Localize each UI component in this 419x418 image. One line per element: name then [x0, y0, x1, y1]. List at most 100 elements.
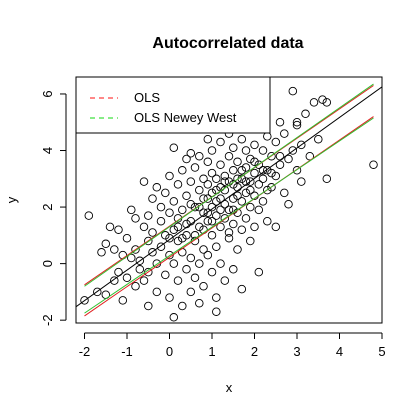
data-point	[220, 177, 230, 186]
data-point	[186, 199, 196, 209]
band-line-upper	[84, 83, 374, 287]
data-point	[80, 296, 89, 305]
data-point	[212, 174, 221, 184]
data-point	[237, 134, 247, 144]
chart-title: Autocorrelated data	[152, 35, 303, 52]
data-point	[161, 270, 170, 280]
data-point	[97, 248, 106, 257]
data-point	[263, 166, 272, 175]
data-point	[322, 98, 332, 107]
y-tick-label: 2	[40, 203, 55, 210]
data-point	[190, 163, 200, 172]
data-point	[173, 276, 183, 285]
data-point	[207, 202, 217, 212]
data-point	[186, 287, 196, 297]
data-point	[284, 154, 293, 164]
data-point	[246, 202, 255, 212]
data-point	[173, 222, 183, 232]
data-point	[186, 253, 196, 263]
data-point	[241, 188, 251, 198]
data-point	[195, 202, 204, 212]
legend-box	[75, 76, 271, 134]
data-point	[148, 248, 157, 257]
data-point	[131, 245, 140, 254]
data-point	[288, 146, 298, 155]
data-point	[178, 205, 187, 215]
data-point	[254, 160, 264, 169]
data-point	[224, 151, 234, 161]
data-point	[292, 117, 302, 127]
x-tick-label: 4	[336, 344, 343, 359]
x-tick-label: -1	[121, 344, 133, 359]
data-point	[207, 231, 217, 240]
data-point	[178, 248, 187, 257]
data-point	[165, 171, 174, 181]
data-point	[131, 281, 140, 291]
y-axis-title: y	[4, 196, 19, 203]
data-point	[182, 191, 191, 201]
data-point	[292, 166, 302, 175]
data-point	[250, 140, 259, 150]
data-point	[258, 197, 268, 206]
y-axis: -2 0 2 4 6	[40, 90, 67, 326]
data-point	[186, 177, 196, 186]
data-point	[280, 188, 289, 198]
data-point	[152, 287, 162, 297]
data-point	[216, 137, 225, 147]
data-point	[156, 216, 166, 226]
data-point	[267, 183, 276, 192]
band-line-lower	[84, 116, 374, 317]
y-tick-label: 6	[40, 90, 55, 97]
data-point	[178, 301, 187, 311]
data-point	[241, 146, 251, 155]
data-point	[199, 245, 208, 254]
data-point	[250, 168, 259, 178]
data-point	[173, 236, 183, 246]
data-point	[122, 273, 132, 283]
data-point	[233, 174, 242, 184]
data-point	[288, 86, 298, 96]
x-tick-label: 1	[208, 344, 215, 359]
data-point	[105, 222, 115, 232]
data-point	[203, 250, 213, 260]
x-tick-label: -2	[79, 344, 91, 359]
data-point	[195, 298, 204, 308]
data-point	[101, 239, 111, 249]
data-point	[135, 265, 145, 274]
data-point	[156, 242, 166, 251]
x-tick-label: 5	[378, 344, 385, 359]
data-point	[233, 245, 242, 254]
data-point	[246, 154, 255, 164]
data-point	[258, 166, 268, 175]
data-point	[148, 228, 157, 237]
data-point	[139, 177, 149, 186]
data-point	[212, 211, 221, 220]
data-point	[182, 265, 191, 274]
data-point	[246, 236, 255, 246]
data-point	[309, 98, 319, 107]
data-point	[110, 245, 119, 254]
data-point	[195, 151, 204, 161]
data-point	[233, 191, 242, 201]
data-point	[84, 211, 94, 220]
data-point	[212, 197, 221, 206]
data-point	[207, 216, 217, 226]
data-point	[122, 233, 132, 243]
data-point	[258, 174, 268, 184]
data-point	[212, 293, 221, 302]
data-point	[267, 168, 276, 178]
x-tick-label: 3	[293, 344, 300, 359]
data-point	[118, 296, 128, 305]
data-point	[199, 281, 208, 291]
data-point	[254, 205, 264, 215]
data-point	[161, 231, 170, 240]
data-point	[152, 183, 162, 192]
legend-label-ols: OLS	[134, 90, 160, 105]
data-point	[237, 166, 247, 175]
data-point	[216, 160, 225, 169]
data-point	[182, 154, 191, 164]
x-tick-label: 0	[166, 344, 173, 359]
data-point	[207, 168, 217, 178]
data-point	[246, 185, 255, 195]
data-point	[203, 216, 213, 226]
